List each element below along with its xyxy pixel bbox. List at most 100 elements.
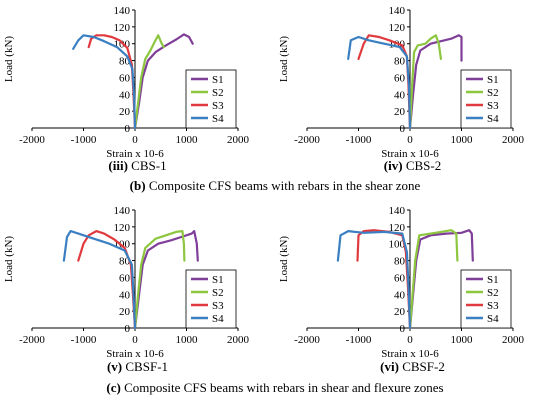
y-tick-label: 140 [389, 205, 406, 217]
y-tick-label: 40 [394, 289, 406, 301]
panel-caption-label: (iii) [108, 158, 128, 173]
chart-cbsf2: -2000 -1000 0 1000 2000 0 20 40 60 80 100 120 140 Str… [278, 205, 525, 360]
x-tick-label: 1000 [451, 334, 474, 346]
legend-label-s1: S1 [487, 74, 499, 86]
panel-caption-name: CBSF-1 [122, 359, 169, 374]
x-tick-label: 2000 [502, 334, 525, 346]
legend-label-s1: S1 [212, 74, 224, 86]
x-tick-label: 0 [132, 134, 138, 146]
y-tick-label: 140 [114, 205, 131, 217]
y-tick-label: 100 [389, 239, 406, 251]
panel-caption-name: CBS-2 [402, 158, 442, 173]
legend-label-s2: S2 [487, 87, 499, 99]
legend-label-s2: S2 [487, 287, 499, 299]
y-tick-label: 80 [394, 256, 406, 268]
group-caption-b: (b) Composite CFS beams with rebars in t… [0, 178, 550, 194]
group-caption-text: Composite CFS beams with rebars in the s… [145, 178, 421, 193]
panel-caption-cbs1: (iii) CBS-1 [0, 158, 275, 174]
y-axis-label: Load (kN) [278, 36, 290, 82]
x-axis-label: Strain x 10-6 [381, 148, 439, 160]
legend-label-s2: S2 [212, 87, 224, 99]
y-tick-label: 80 [119, 56, 131, 68]
y-tick-label: 120 [114, 222, 131, 234]
x-tick-label: -1000 [71, 334, 97, 346]
y-tick-label: 0 [125, 323, 131, 335]
series-line-s2 [133, 34, 165, 130]
x-tick-label: 0 [407, 134, 413, 146]
legend-label-s1: S1 [212, 274, 224, 286]
y-tick-label: 40 [394, 89, 406, 101]
series-line-s4 [62, 230, 137, 330]
series-line-s4 [72, 34, 137, 130]
y-axis-label: Load (kN) [3, 36, 15, 82]
series-line-s2 [408, 229, 459, 330]
chart-panel-cbsf1: -2000 -1000 0 1000 2000 0 20 40 60 80 100 120 140 Str… [0, 200, 275, 375]
legend-label-s1: S1 [487, 274, 499, 286]
y-tick-label: 80 [119, 256, 131, 268]
x-tick-label: 2000 [502, 134, 525, 146]
chart-panel-cbs1: -2000 -1000 0 1000 2000 0 20 40 60 80 100 120 140 Str… [0, 0, 275, 174]
legend-label-s3: S3 [487, 300, 499, 312]
group-caption-c: (c) Composite CFS beams with rebars in s… [0, 380, 550, 396]
y-tick-label: 20 [394, 106, 406, 118]
x-tick-label: -2000 [294, 134, 320, 146]
y-axis-label: Load (kN) [3, 236, 15, 282]
y-tick-label: 80 [394, 56, 406, 68]
y-tick-label: 60 [394, 72, 406, 84]
y-tick-label: 60 [394, 272, 406, 284]
panel-caption-name: CBS-1 [127, 158, 167, 173]
group-caption-label: (b) [129, 178, 146, 193]
panel-caption-cbsf1: (v) CBSF-1 [0, 359, 275, 375]
legend-label-s4: S4 [212, 113, 224, 125]
y-tick-label: 20 [394, 306, 406, 318]
x-tick-label: 2000 [227, 134, 250, 146]
y-tick-label: 120 [389, 222, 406, 234]
x-tick-label: 1000 [451, 134, 474, 146]
x-tick-label: -1000 [346, 134, 372, 146]
x-axis-label: Strain x 10-6 [106, 148, 164, 160]
legend-label-s4: S4 [487, 313, 499, 325]
x-tick-label: 2000 [227, 334, 250, 346]
panel-caption-name: CBSF-2 [398, 359, 445, 374]
panel-caption-cbsf2: (vi) CBSF-2 [275, 359, 550, 375]
series-line-s4 [347, 35, 412, 130]
y-tick-label: 140 [114, 5, 131, 17]
series-line-s1 [408, 34, 463, 130]
chart-cbs1: -2000 -1000 0 1000 2000020406080100120140Str… [3, 5, 250, 160]
series-line-s4 [336, 230, 412, 330]
chart-panel-cbsf2: -2000 -1000 0 1000 2000 0 20 40 60 80 100 120 140 Str… [275, 200, 550, 375]
y-tick-label: 120 [389, 22, 406, 34]
legend-label-s4: S4 [212, 313, 224, 325]
y-tick-label: 60 [119, 272, 131, 284]
chart-cbsf1: -2000 -1000 0 1000 2000020406080100120140Str… [3, 205, 250, 360]
x-tick-label: -1000 [71, 134, 97, 146]
x-tick-label: 0 [407, 334, 413, 346]
panel-caption-label: (iv) [383, 158, 403, 173]
x-tick-label: 1000 [176, 334, 199, 346]
group-caption-label: (c) [106, 380, 121, 395]
chart-cbs2: -2000 -1000 0 1000 2000020406080100120140Str… [278, 5, 525, 160]
legend-label-s4: S4 [487, 113, 499, 125]
panel-caption-label: (v) [106, 359, 123, 374]
legend-label-s3: S3 [487, 100, 499, 112]
y-tick-label: 60 [119, 72, 131, 84]
y-tick-label: 40 [119, 289, 131, 301]
x-tick-label: 1000 [176, 134, 199, 146]
x-tick-label: -2000 [19, 134, 45, 146]
y-tick-label: 20 [119, 306, 131, 318]
y-tick-label: 0 [400, 323, 406, 335]
y-tick-label: 40 [119, 89, 131, 101]
y-tick-label: 0 [125, 123, 131, 135]
x-tick-label: 0 [132, 334, 138, 346]
y-tick-label: 120 [114, 22, 131, 34]
series-line-s2 [408, 34, 442, 130]
legend-label-s3: S3 [212, 100, 224, 112]
panel-caption-cbs2: (iv) CBS-2 [275, 158, 550, 174]
y-tick-label: 20 [119, 106, 131, 118]
x-tick-label: -1000 [346, 334, 372, 346]
x-axis-label: Strain x 10-6 [381, 348, 439, 360]
legend-label-s2: S2 [212, 287, 224, 299]
x-axis-label: Strain x 10-6 [106, 348, 164, 360]
x-tick-label: -2000 [19, 334, 45, 346]
x-tick-label: -2000 [294, 334, 320, 346]
